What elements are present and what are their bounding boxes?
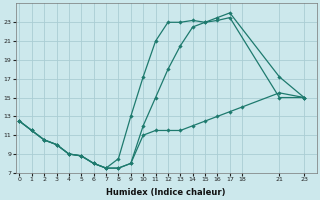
X-axis label: Humidex (Indice chaleur): Humidex (Indice chaleur) — [106, 188, 226, 197]
